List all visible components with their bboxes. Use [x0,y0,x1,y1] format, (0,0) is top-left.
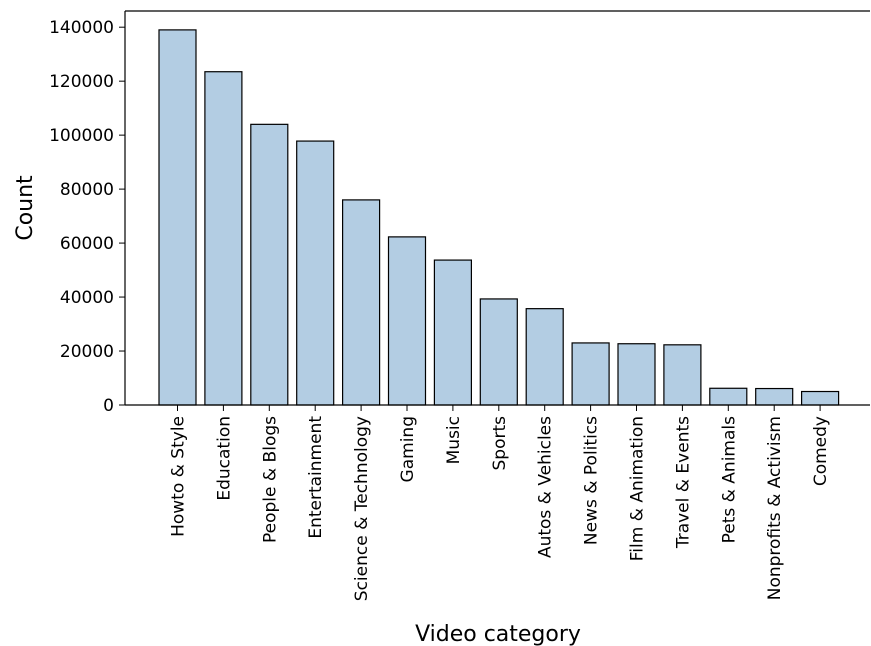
x-tick-label-10: Film & Animation [628,416,648,561]
bar-3 [296,140,335,406]
y-tick-label-7: 140000 [49,18,114,38]
y-tick-label-6: 120000 [49,72,114,92]
bar-10 [617,343,656,406]
x-axis-ticks: Howto & Style Education People & Blogs Ente… [169,405,831,601]
bar-0 [158,29,197,406]
y-axis-ticks: 0 20000 40000 60000 80000 100000 120000 140000 [49,18,125,416]
y-tick-label-2: 40000 [60,288,114,308]
x-tick-label-8: Autos & Vehicles [536,416,556,558]
bar-14 [800,390,840,406]
x-tick-label-6: Music [444,416,464,464]
bar-7 [479,298,518,406]
bar-4 [342,199,381,406]
bar-2 [250,123,289,406]
y-tick-label-5: 100000 [49,126,114,146]
x-tick-label-9: News & Politics [582,416,602,545]
bar-13 [755,387,794,406]
bar-5 [387,236,427,406]
x-tick-label-14: Comedy [811,416,831,486]
x-tick-label-11: Travel & Events [673,416,693,549]
y-tick-label-3: 60000 [60,234,114,254]
bar-8 [525,308,564,406]
bar-11 [663,344,702,406]
x-tick-label-7: Sports [490,416,510,471]
x-tick-label-5: Gaming [398,416,418,482]
bars-group [158,29,840,406]
x-tick-label-2: People & Blogs [260,416,280,543]
x-tick-label-3: Entertainment [306,416,326,539]
bar-6 [433,259,472,406]
bar-9 [571,342,610,406]
x-tick-label-1: Education [214,416,234,501]
x-tick-label-13: Nonprofits & Activism [765,416,785,600]
y-axis-label: Count [13,175,38,241]
bar-1 [204,71,243,406]
bar-12 [709,387,748,406]
x-tick-label-12: Pets & Animals [719,416,739,544]
x-tick-label-0: Howto & Style [169,416,189,537]
y-tick-label-1: 20000 [60,342,114,362]
x-axis-label: Video category [415,622,581,646]
x-tick-label-4: Science & Technology [352,416,372,601]
y-tick-label-4: 80000 [60,180,114,200]
y-tick-label-0: 0 [103,396,114,416]
